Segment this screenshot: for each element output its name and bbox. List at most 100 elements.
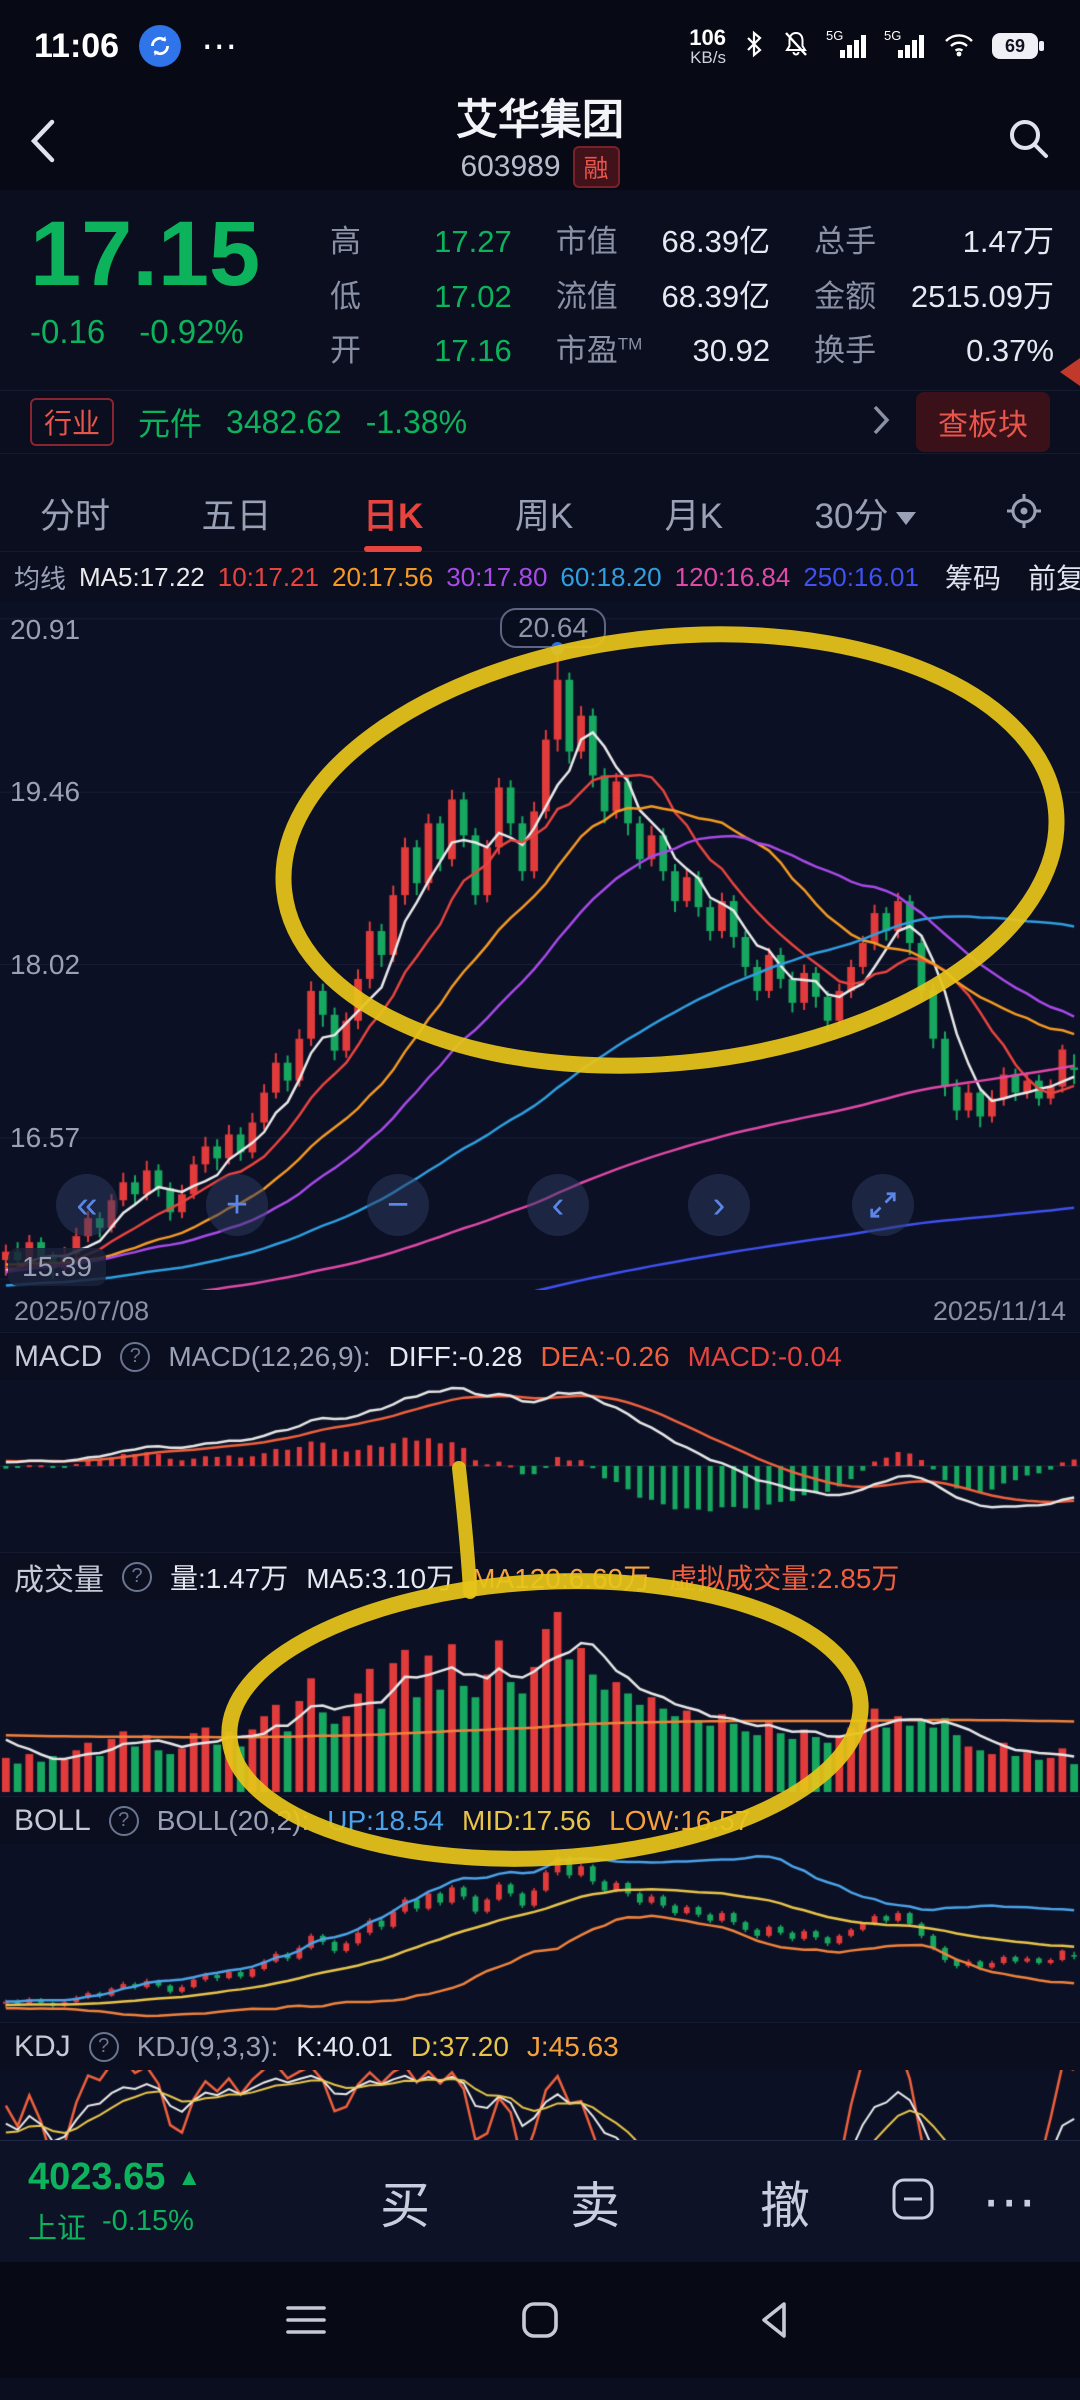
index-pct: -0.15% [102, 2205, 194, 2237]
high-value: 17.27 [434, 224, 512, 259]
chart-settings-icon[interactable] [1004, 491, 1044, 536]
boll-up: UP:18.54 [327, 1804, 444, 1836]
search-icon[interactable] [1004, 114, 1052, 167]
app-header: 艾华集团 603989 融 [0, 92, 1080, 190]
ma-legend-title: 均线 [14, 563, 67, 594]
tab-monthly-k[interactable]: 月K [664, 497, 724, 536]
tab-weekly-k[interactable]: 周K [514, 497, 574, 536]
margin-trading-badge: 融 [572, 146, 620, 189]
boll-low: LOW:16.57 [609, 1804, 751, 1836]
chart-prev-button[interactable]: ‹ [527, 1174, 589, 1236]
last-price: 17.15 [30, 203, 261, 305]
industry-bar[interactable]: 行业 元件 3482.62 -1.38% 查板块 [0, 390, 1080, 454]
y-axis-label-4: 16.57 [10, 1122, 81, 1153]
volume-title: 成交量 [14, 1563, 104, 1597]
y-axis-min-chip: 15.39 [8, 1248, 107, 1286]
forward-adjusted-button[interactable]: 前复权 [1028, 563, 1080, 594]
nav-home-button[interactable] [510, 2290, 570, 2350]
tab-daily-k[interactable]: 日K [359, 476, 427, 551]
tab-30min-dropdown[interactable]: 30分 [811, 476, 921, 551]
chart-zoom-out-button[interactable]: − [367, 1174, 429, 1236]
kdj-d: D:37.20 [410, 2030, 509, 2062]
volume-canvas[interactable] [0, 1600, 1080, 1796]
volume-value: 1.47万 [962, 224, 1054, 259]
status-bar: 11:06 ⋯ 106 KB/s 5G 5G [0, 0, 1080, 92]
volume-ma120: MA120:6.60万 [472, 1562, 652, 1594]
stock-code: 603989 [460, 150, 561, 184]
chart-jump-start-button[interactable]: « [56, 1174, 118, 1236]
volume-header: 成交量 ? 量:1.47万 MA5:3.10万 MA120:6.60万 虚拟成交… [0, 1552, 1080, 1600]
back-button[interactable] [26, 114, 76, 168]
ma120-value: 120:16.84 [674, 561, 791, 592]
tab-realtime[interactable]: 分时 [40, 497, 111, 536]
kdj-j: J:45.63 [526, 2030, 619, 2062]
ma-legend: 均线 MA5:17.22 10:17.21 20:17.56 30:17.80 … [0, 552, 1080, 602]
macd-info-icon[interactable]: ? [120, 1341, 151, 1372]
macd-value: MACD:-0.04 [687, 1340, 842, 1372]
nav-menu-button[interactable] [276, 2290, 336, 2350]
chart-next-button[interactable]: › [688, 1174, 750, 1236]
peak-price-marker: 20.64 [500, 608, 607, 648]
index-quote-block[interactable]: 4023.65 ▲ 上证 -0.15% [0, 2156, 300, 2247]
cancel-order-button[interactable]: 撤 [760, 2177, 810, 2234]
y-axis-label-2: 19.46 [10, 776, 81, 807]
view-sector-button[interactable]: 查板块 [916, 392, 1050, 452]
ma20-value: 20:17.56 [331, 561, 434, 592]
system-nav-bar [0, 2262, 1080, 2378]
minimize-panel-button[interactable] [890, 2176, 936, 2227]
signal-bars-sim2-icon: 5G [884, 28, 926, 65]
boll-title: BOLL [14, 1803, 91, 1837]
mktcap-label: 市值 [555, 224, 618, 259]
volume-info-icon[interactable]: ? [122, 1561, 152, 1592]
volume-qty: 量:1.47万 [170, 1562, 289, 1594]
tab-5day[interactable]: 五日 [201, 497, 272, 536]
period-tabs: 分时 五日 日K 周K 月K 30分 [0, 476, 1080, 552]
boll-canvas[interactable] [0, 1844, 1080, 2022]
macd-canvas[interactable] [0, 1380, 1080, 1552]
ma60-value: 60:18.20 [560, 561, 662, 592]
macd-header: MACD ? MACD(12,26,9): DIFF:-0.28 DEA:-0.… [0, 1332, 1080, 1380]
nav-back-button[interactable] [744, 2290, 804, 2350]
kdj-header: KDJ ? KDJ(9,3,3): K:40.01 D:37.20 J:45.6… [0, 2022, 1080, 2070]
kdj-canvas[interactable] [0, 2070, 1080, 2140]
chart-zoom-in-button[interactable]: + [206, 1174, 268, 1236]
boll-info-icon[interactable]: ? [108, 1805, 139, 1836]
open-value: 17.16 [434, 333, 512, 368]
kdj-info-icon[interactable]: ? [88, 2031, 119, 2062]
stock-title: 艾华集团 [455, 96, 624, 143]
index-expand-icon[interactable]: ▲ [177, 2163, 202, 2191]
floatcap-value: 68.39亿 [661, 278, 771, 314]
macd-title: MACD [14, 1339, 103, 1373]
notification-dots-icon: ⋯ [201, 25, 241, 66]
volume-label: 总手 [814, 224, 877, 259]
more-options-button[interactable]: ⋯ [982, 2171, 1036, 2232]
sell-button[interactable]: 卖 [570, 2177, 620, 2234]
date-end: 2025/11/14 [932, 1295, 1066, 1326]
wifi-icon [942, 30, 976, 63]
low-value: 17.02 [434, 278, 512, 314]
chart-fullscreen-button[interactable] [852, 1174, 914, 1236]
trade-bar: 4023.65 ▲ 上证 -0.15% 买 卖 撤 ⋯ [0, 2140, 1080, 2262]
index-value: 4023.65 [28, 2156, 166, 2198]
sync-app-icon [139, 25, 182, 67]
ma250-value: 250:16.01 [803, 561, 919, 592]
boll-mid: MID:17.56 [462, 1804, 592, 1836]
sim2-5g-label: 5G [884, 28, 901, 43]
ma5-value: MA5:17.22 [79, 561, 205, 592]
pe-label: 市盈TM [555, 333, 643, 368]
chevron-right-icon[interactable] [870, 403, 892, 442]
quote-expand-marker[interactable] [1060, 358, 1080, 386]
industry-index: 3482.62 [226, 403, 342, 440]
mute-bell-icon [782, 29, 810, 64]
chip-distribution-button[interactable]: 筹码 [944, 563, 1001, 594]
high-label: 高 [330, 224, 361, 259]
battery-indicator: 69 [992, 31, 1046, 61]
buy-button[interactable]: 买 [380, 2177, 430, 2234]
floatcap-label: 流值 [555, 278, 618, 314]
macd-diff: DIFF:-0.28 [388, 1340, 523, 1372]
kdj-k: K:40.01 [296, 2030, 393, 2062]
amount-value: 2515.09万 [910, 278, 1054, 314]
network-speed: 106 KB/s [689, 24, 726, 67]
y-axis-label-3: 18.02 [10, 949, 81, 980]
